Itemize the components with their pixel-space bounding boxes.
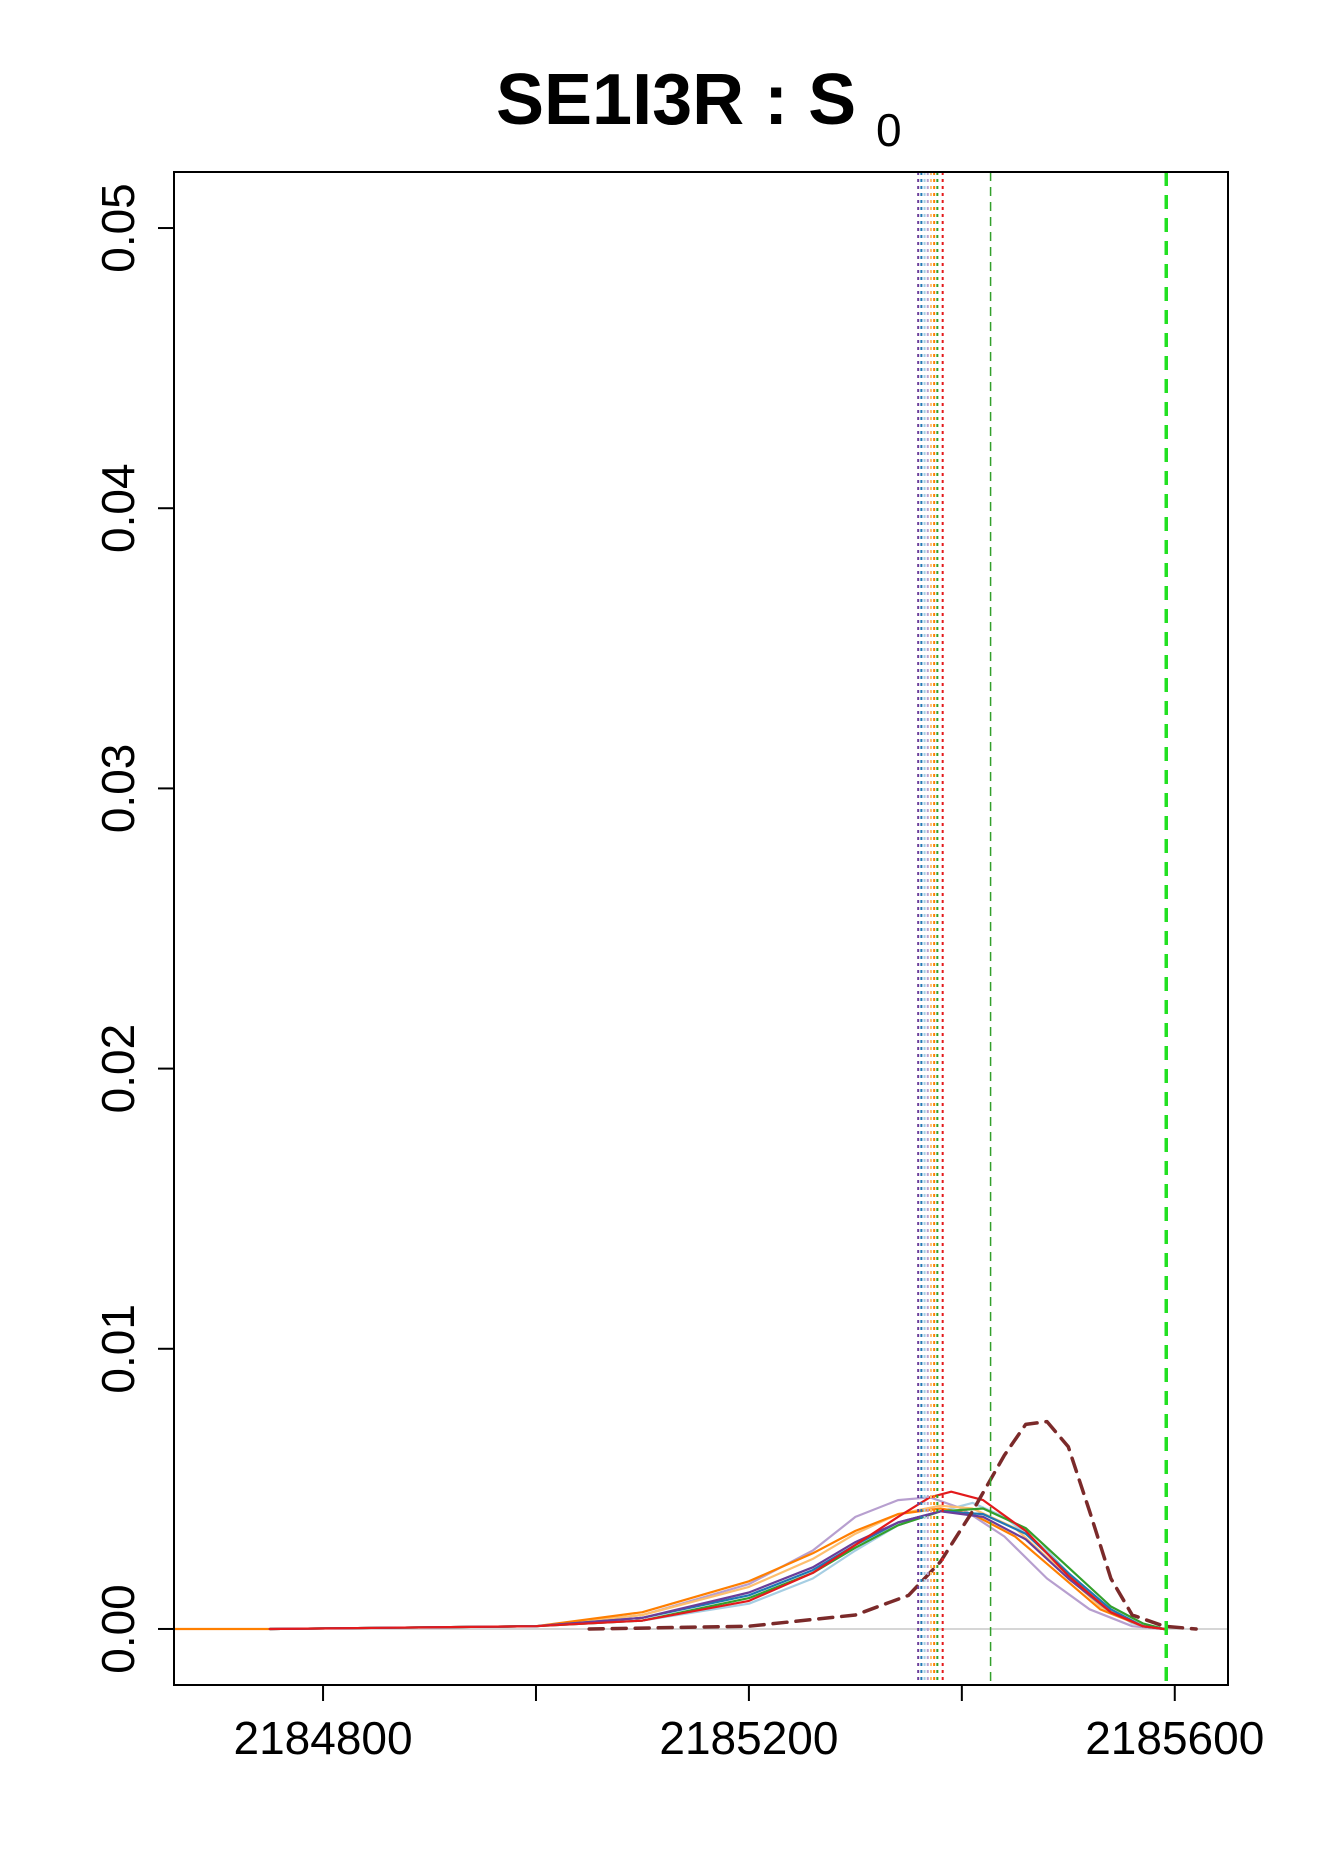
y-tick-label-5: 0.05 [92,183,144,273]
density-curve-7 [268,1510,1166,1631]
x-tick-label-2185600: 2185600 [1085,1712,1264,1764]
density-curve-3 [268,1504,1166,1631]
y-tick-label-4: 0.04 [92,463,144,553]
density-curve-6 [268,1510,1166,1631]
chart-title: SE1I3R : S 0 [496,60,902,156]
y-tick-label-2: 0.02 [92,1024,144,1114]
chart-title-main: SE1I3R : S [496,60,856,140]
y-tick-label-0: 0.00 [92,1584,144,1674]
x-tick-label-2184800: 2184800 [234,1712,413,1764]
density-curve-9 [587,1419,1198,1631]
y-tick-label-3: 0.03 [92,744,144,834]
x-axis: 2184800 2185200 2185600 [234,1685,1264,1764]
density-curve-2 [268,1501,1166,1631]
density-curve-4 [172,1507,1166,1631]
chart-title-subscript: 0 [876,104,902,156]
density-curve-8 [268,1490,1166,1631]
y-tick-label-1: 0.01 [92,1304,144,1394]
y-axis: 0.00 0.01 0.02 0.03 0.04 0.05 [92,183,174,1674]
density-curve-5 [268,1507,1166,1631]
plot-frame [173,171,1229,1686]
x-tick-label-2185200: 2185200 [659,1712,838,1764]
plot-area [172,172,1228,1685]
